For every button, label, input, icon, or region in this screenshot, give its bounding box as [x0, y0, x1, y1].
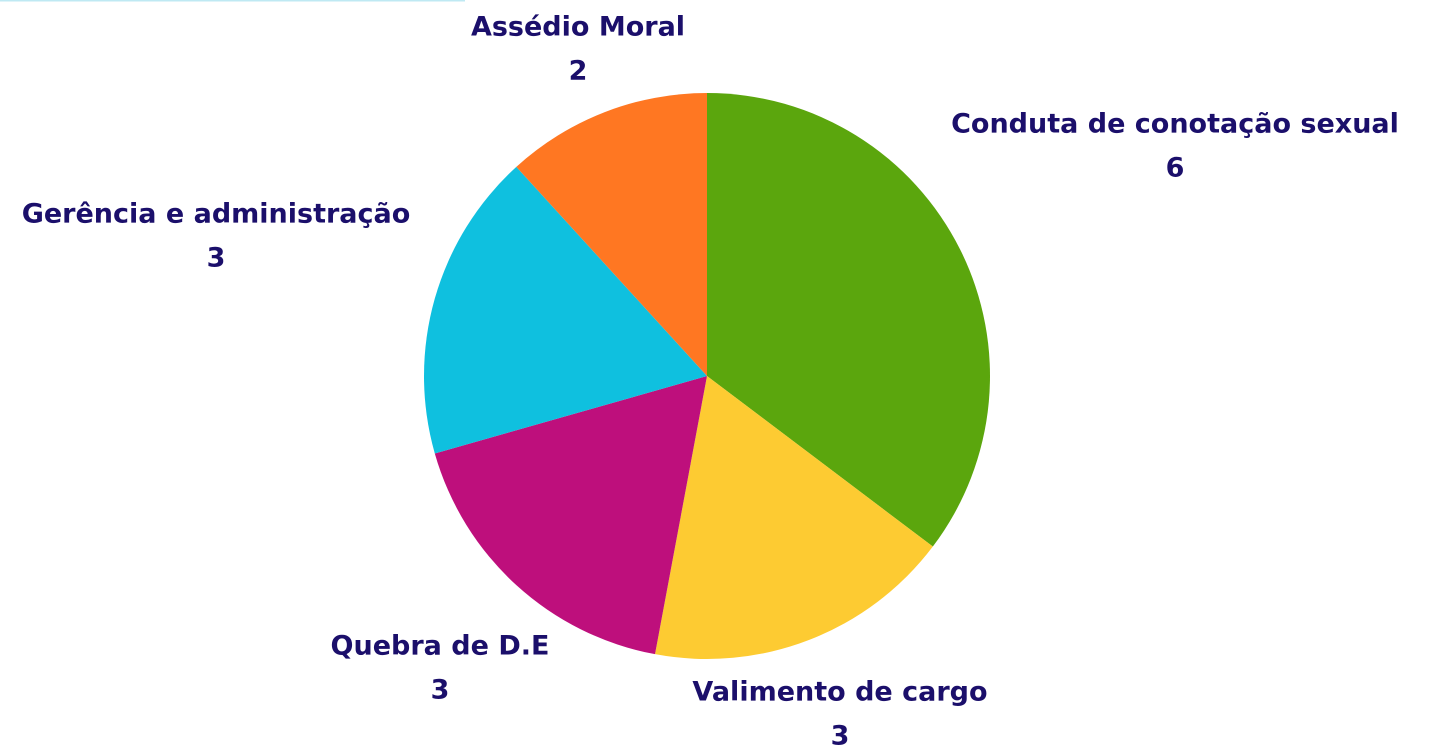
slice-label: Assédio Moral	[471, 12, 685, 43]
pie-slice	[424, 166, 707, 454]
slice-value: 3	[431, 675, 450, 706]
slice-label: Conduta de conotação sexual	[951, 109, 1399, 140]
slice-value: 3	[831, 721, 850, 747]
pie-slice	[516, 92, 707, 376]
slice-label: Quebra de D.E	[331, 631, 550, 662]
slice-value: 6	[1166, 153, 1185, 184]
pie-slice	[434, 376, 707, 655]
slice-label: Gerência e administração	[22, 199, 411, 230]
pie-slice	[707, 93, 990, 547]
slice-value: 2	[569, 56, 588, 87]
pie-slice	[654, 376, 933, 659]
slice-value: 3	[207, 243, 226, 274]
slice-label: Valimento de cargo	[692, 677, 987, 708]
